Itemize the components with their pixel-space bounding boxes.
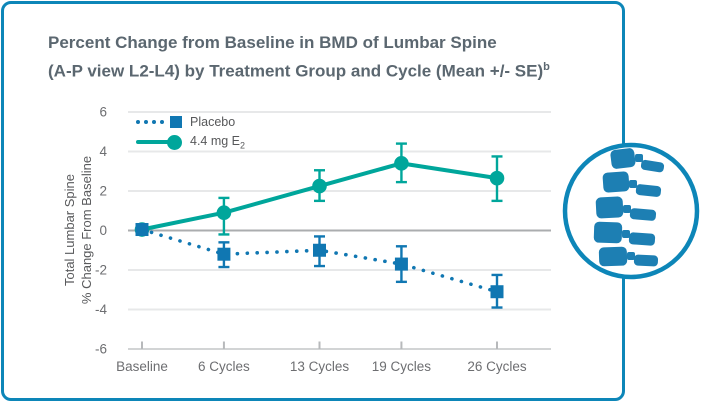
placebo-marker — [217, 247, 231, 261]
e2-marker — [394, 156, 409, 171]
chart-title-line1: Percent Change from Baseline in BMD of L… — [48, 33, 497, 52]
placebo-line — [140, 227, 499, 294]
placebo-marker — [313, 243, 326, 257]
y-tick-label: 2 — [99, 184, 107, 199]
lumbar-spine-icon — [562, 142, 700, 280]
chart-title: Percent Change from Baseline in BMD of L… — [48, 30, 588, 84]
e2-marker — [216, 205, 232, 221]
legend-label-e2: 4.4 mg E2 — [190, 133, 246, 151]
card — [1, 1, 625, 401]
placebo-marker — [135, 223, 149, 237]
y-tick-label: -4 — [95, 302, 107, 317]
chart-title-line2: (A-P view L2-L4) by Treatment Group and … — [48, 61, 550, 81]
chart-legend: Placebo 4.4 mg E2 — [136, 112, 245, 152]
bmd-line-chart: 6 4 2 0 -2 -4 -6 Baseline 6 Cycles 13 Cycles 19 Cy… — [95, 105, 551, 374]
title-footnote-marker: b — [543, 61, 550, 73]
spine-vertebrae-glyph — [593, 148, 665, 267]
e2-marker — [489, 170, 505, 186]
y-tick-label: -2 — [95, 263, 107, 278]
e2-solid-line-sample — [136, 140, 170, 144]
legend-label-placebo: Placebo — [190, 115, 236, 129]
legend-item-placebo: Placebo — [136, 112, 245, 132]
x-tick-label: 13 Cycles — [290, 359, 350, 374]
y-tick-label: 6 — [99, 105, 107, 120]
placebo-square-marker-icon — [170, 116, 182, 128]
e2-marker — [312, 178, 327, 194]
x-tick-label: 19 Cycles — [372, 359, 432, 374]
placebo-marker — [490, 285, 504, 299]
legend-item-e2: 4.4 mg E2 — [136, 132, 245, 152]
e2-circle-marker-icon — [167, 134, 182, 150]
y-tick-label: 4 — [99, 144, 107, 159]
x-tick-label: 26 Cycles — [467, 359, 527, 374]
x-tick-label: 6 Cycles — [198, 359, 250, 374]
y-tick-label: -6 — [95, 342, 107, 357]
placebo-marker — [394, 257, 408, 271]
x-tick-label: Baseline — [116, 359, 168, 374]
y-tick-label: 0 — [99, 223, 107, 238]
placebo-dotted-line-sample — [136, 120, 164, 124]
